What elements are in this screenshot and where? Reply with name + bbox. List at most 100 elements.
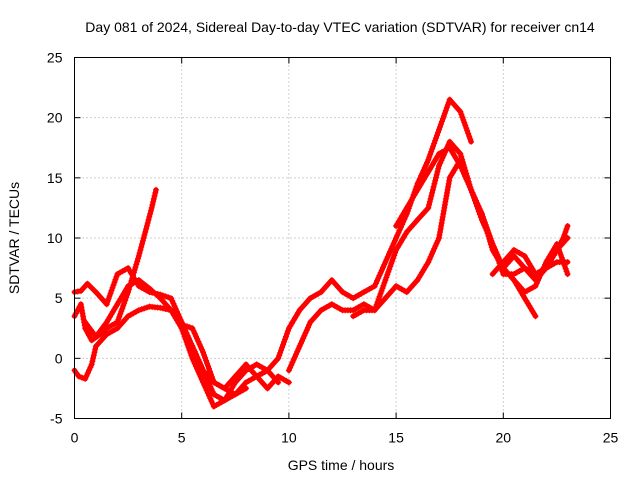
data-point [382, 277, 388, 283]
data-point [522, 289, 528, 295]
data-point [382, 295, 388, 301]
data-point [286, 367, 292, 373]
data-point [560, 235, 566, 241]
data-point [243, 367, 249, 373]
data-point [179, 325, 185, 331]
data-point [393, 223, 399, 229]
data-point [125, 313, 131, 319]
data-point [211, 391, 217, 397]
data-point [425, 205, 431, 211]
data-point [82, 319, 88, 325]
data-point [232, 379, 238, 385]
data-point [93, 343, 99, 349]
y-tick-label: 25 [47, 50, 63, 66]
data-point [436, 235, 442, 241]
data-point [318, 289, 324, 295]
data-point [447, 139, 453, 145]
data-point [200, 379, 206, 385]
data-point [114, 271, 120, 277]
data-point [136, 307, 142, 313]
data-point [500, 265, 506, 271]
data-point [500, 259, 506, 265]
data-point [232, 391, 238, 397]
data-point [393, 247, 399, 253]
data-point [447, 97, 453, 103]
data-point [361, 289, 367, 295]
data-point [254, 361, 260, 367]
data-point [350, 307, 356, 313]
data-point [415, 277, 420, 283]
data-point [340, 307, 345, 313]
data-point [533, 271, 538, 277]
data-point [457, 151, 463, 157]
data-point [286, 325, 292, 331]
x-tick-label: 15 [388, 430, 404, 446]
data-point [340, 289, 345, 295]
data-point [361, 301, 367, 307]
data-point [372, 307, 378, 313]
data-point [543, 259, 549, 265]
data-point [436, 163, 442, 169]
data-point [361, 307, 367, 313]
data-point [457, 109, 463, 115]
data-point [142, 229, 148, 235]
data-point [189, 355, 195, 361]
data-point [425, 169, 431, 175]
data-point [114, 325, 120, 331]
y-tick-label: 20 [47, 110, 63, 126]
data-point [200, 349, 206, 355]
data-point [265, 385, 270, 391]
data-point [265, 367, 270, 373]
y-tick-label: 5 [55, 290, 63, 306]
y-tick-label: -5 [50, 411, 63, 427]
x-tick-label: 20 [496, 430, 512, 446]
data-point [104, 331, 110, 337]
y-tick-label: 10 [47, 230, 63, 246]
data-point [404, 205, 410, 211]
data-point [554, 241, 560, 247]
data-point [84, 281, 90, 287]
data-point [307, 295, 313, 301]
data-point [415, 217, 420, 223]
data-point [329, 277, 335, 283]
satellite-track-7 [285, 138, 571, 374]
data-point [93, 334, 99, 340]
data-point [136, 253, 142, 259]
data-point [307, 319, 313, 325]
data-point [157, 295, 163, 301]
data-point [329, 301, 335, 307]
data-point [243, 361, 249, 367]
data-point [404, 289, 410, 295]
satellite-track-11 [500, 241, 571, 296]
data-point [104, 319, 110, 325]
data-point [93, 289, 99, 295]
data-point [243, 379, 249, 385]
data-point [457, 163, 463, 169]
data-point [565, 223, 571, 229]
data-point [522, 253, 528, 259]
data-point [522, 295, 528, 301]
data-point [211, 404, 217, 409]
y-tick-label: 0 [55, 350, 63, 366]
x-tick-label: 5 [178, 430, 186, 446]
chart-title: Day 081 of 2024, Sidereal Day-to-day VTE… [85, 19, 595, 35]
data-point [447, 145, 453, 151]
data-point [211, 379, 217, 385]
data-point [157, 305, 163, 311]
data-point [436, 127, 442, 133]
data-point [82, 376, 88, 382]
data-point [147, 286, 152, 291]
data-point [468, 139, 474, 145]
data-series [71, 96, 571, 410]
data-point [168, 295, 174, 301]
data-point [222, 385, 228, 391]
data-point [114, 301, 120, 307]
data-point [436, 151, 442, 157]
data-point [425, 157, 431, 163]
data-point [490, 271, 496, 277]
data-point [147, 304, 152, 310]
satellite-track-6 [253, 96, 475, 380]
data-point [125, 265, 131, 271]
data-point [554, 259, 560, 265]
